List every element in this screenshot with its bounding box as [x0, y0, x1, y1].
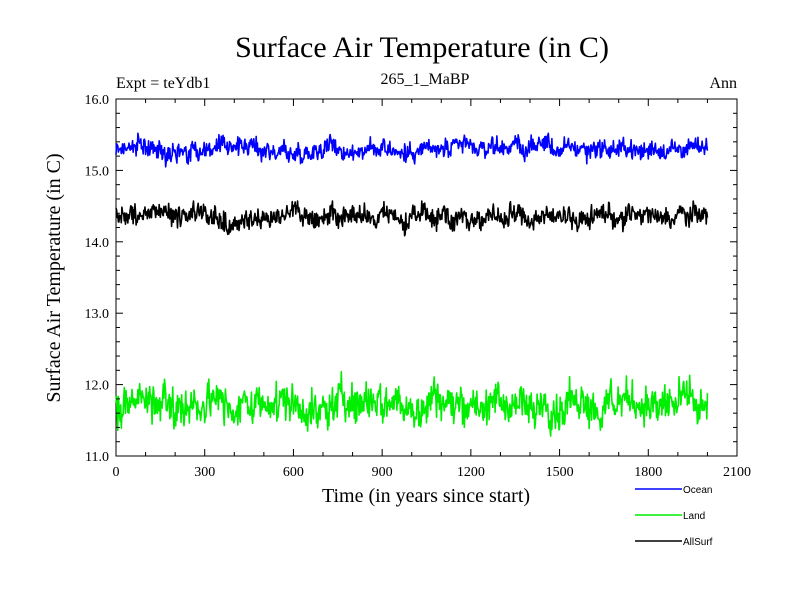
series-layer [115, 132, 709, 437]
y-axis-label: Surface Air Temperature (in C) [43, 153, 65, 402]
legend-label-allsurf: AllSurf [683, 537, 713, 548]
y-tick-label: 14.0 [85, 236, 110, 251]
period-label: 265_1_MaBP [381, 71, 470, 88]
x-tick-label: 600 [283, 465, 304, 480]
y-tick-label: 11.0 [85, 450, 109, 465]
x-tick-label: 900 [372, 465, 393, 480]
y-tick-label: 15.0 [85, 164, 110, 179]
x-tick-label: 1800 [634, 465, 662, 480]
x-tick-label: 300 [194, 465, 215, 480]
legend-label-land: Land [683, 511, 705, 522]
legend: Ocean Land AllSurf [635, 485, 713, 548]
series-line-land [115, 370, 709, 437]
series-line-allsurf [115, 200, 709, 237]
y-tick-label: 13.0 [85, 307, 110, 322]
series-line-ocean [115, 132, 709, 168]
plot-area [115, 98, 738, 457]
x-axis-label: Time (in years since start) [322, 485, 530, 507]
legend-label-ocean: Ocean [683, 485, 712, 496]
season-label: Ann [709, 75, 737, 92]
x-tick-label: 1200 [457, 465, 485, 480]
x-tick-label: 2100 [723, 465, 751, 480]
y-tick-label: 16.0 [85, 93, 110, 108]
y-tick-label: 12.0 [85, 379, 110, 394]
x-tick-label: 1500 [546, 465, 574, 480]
chart-title: Surface Air Temperature (in C) [235, 31, 609, 64]
x-tick-label: 0 [113, 465, 120, 480]
axis-ticks: 0 300 600 900 1200 1500 1800 2100 11.0 12.0 13.0 14… [85, 93, 752, 480]
experiment-label: Expt = teYdb1 [116, 75, 210, 92]
